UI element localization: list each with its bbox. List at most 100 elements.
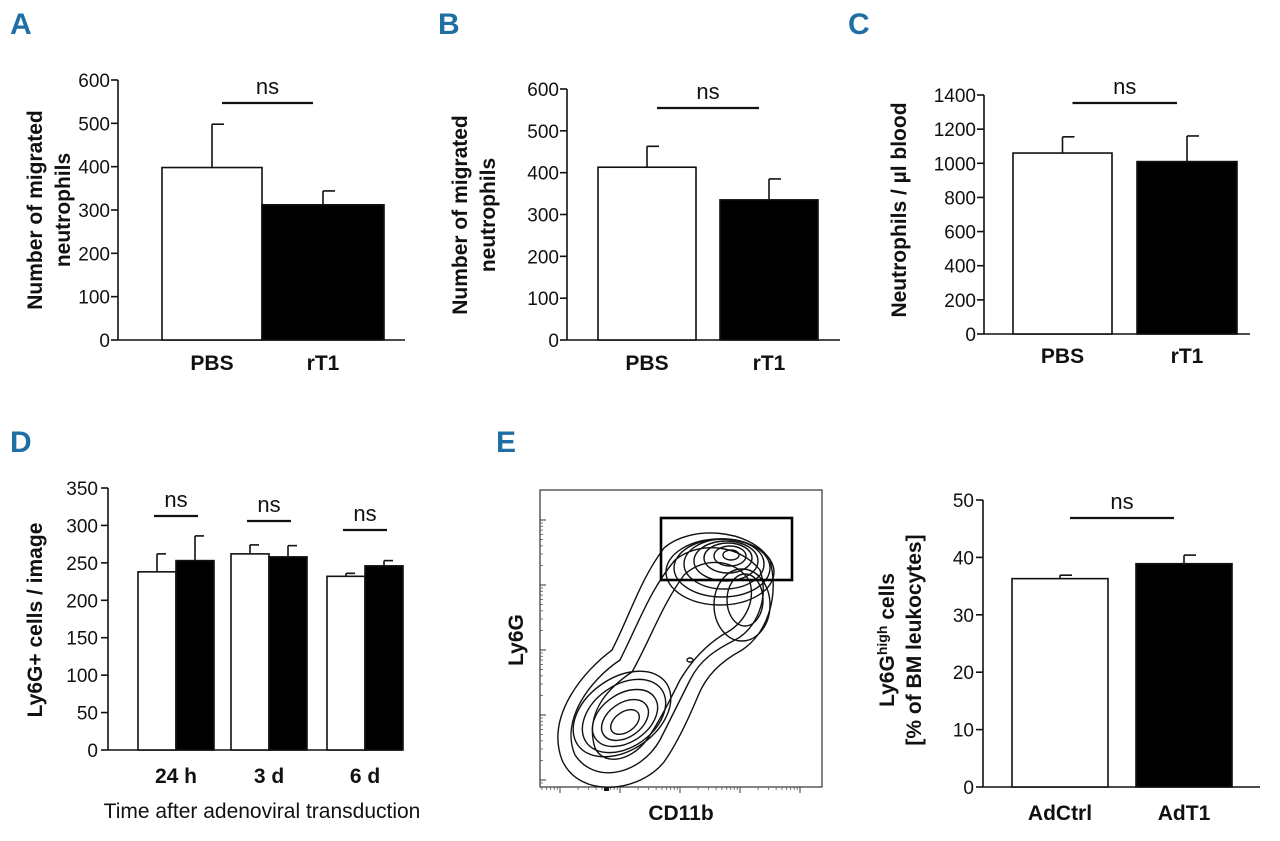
contour-mid-blob [726,573,764,627]
panel-letter-c: C [848,8,870,41]
contour-low-2 [600,698,650,742]
bar-pbs [597,166,697,341]
contour-high-1 [722,549,740,561]
y-tick-label: 0 [548,331,559,352]
panel-letter-d: D [10,426,32,459]
flow-contours [557,532,775,788]
y-axis-label: neutrophils [477,158,500,272]
y-tick-label: 0 [87,741,98,762]
category-label: PBS [190,352,233,375]
y-tick-label: 500 [78,114,110,135]
y-axis-label: Ly6G+ cells / image [24,523,47,718]
y-tick-label: 200 [78,244,110,265]
y-tick-label: 100 [527,289,559,310]
bar-control [137,571,177,751]
significance-label: ns [696,79,719,104]
bar-pbs [1012,152,1113,335]
chart-e-flow-contour: CD11b Ly6G [505,489,823,825]
y-tick-label: 600 [527,80,559,101]
contour-low-5 [572,670,672,758]
category-label: 6 d [350,765,380,788]
y-tick-label: 1400 [934,86,976,107]
flow-x-label: CD11b [648,802,713,825]
significance-label: ns [353,501,376,526]
y-tick-label: 1000 [934,154,976,175]
y-tick-label: 250 [66,554,98,575]
contour-high-7 [665,538,775,606]
significance-label: ns [164,487,187,512]
y-tick-label: 400 [527,164,559,185]
y-tick-label: 400 [78,158,110,179]
y-tick-label: 300 [78,201,110,222]
x-axis-title: Time after adenoviral transduction [104,800,421,823]
contour-bridge-2 [591,561,752,760]
y-tick-label: 200 [944,291,976,312]
bar-t1 [268,556,308,751]
category-label: AdCtrl [1028,802,1092,825]
y-tick-label: 400 [944,257,976,278]
contour-low-1 [609,708,641,736]
y-tick-label: 0 [963,778,974,799]
y-tick-label: 50 [953,491,974,512]
bar-pbs [161,166,263,341]
flow-x-axis-marker [604,787,609,791]
y-tick-label: 1200 [934,120,976,141]
contour-high-2 [713,545,747,567]
bar-adctrl [1011,577,1109,788]
y-axis-label: neutrophils [52,153,75,267]
bar-rt1 [719,199,819,341]
y-tick-label: 0 [965,325,976,346]
category-label: 3 d [254,765,284,788]
bar-control [326,575,366,751]
contour-low-3 [591,688,659,748]
category-label: PBS [1041,345,1084,368]
category-label: PBS [625,352,668,375]
flow-y-label: Ly6G [505,614,528,666]
y-tick-label: 500 [527,122,559,143]
y-tick-label: 200 [66,591,98,612]
panel-letter-e: E [496,426,516,459]
bar-rt1 [261,204,385,341]
bar-t1 [364,565,404,751]
category-label: 24 h [155,765,197,788]
significance-label: ns [1113,74,1136,99]
contour-low-4 [581,678,667,754]
category-label: rT1 [307,352,340,375]
contour-dot [686,657,694,663]
contour-wide [557,532,774,788]
category-label: rT1 [1171,345,1204,368]
y-axis-label: Ly6Ghigh cells [874,573,899,707]
y-tick-label: 100 [66,666,98,687]
bar-control [230,553,270,751]
ly6g-high-gate [659,516,794,582]
y-tick-label: 20 [953,663,974,684]
y-tick-label: 350 [66,479,98,500]
bar-rt1 [1136,160,1238,335]
significance-label: ns [257,492,280,517]
flow-plot-frame [539,489,823,788]
panel-letter-a: A [10,8,32,41]
y-tick-label: 150 [66,629,98,650]
y-tick-label: 40 [953,548,974,569]
y-tick-label: 30 [953,606,974,627]
contour-mid-blob-2 [713,568,771,642]
y-axis-label: Number of migrated [449,115,472,315]
chart-b-migration: 0 100 200 300 400 500 600 PBS rT1 ns Number of mig… [449,79,840,375]
y-tick-label: 600 [944,223,976,244]
y-axis-label: Neutrophils / µl blood [888,102,911,317]
bar-t1 [175,559,215,751]
flow-axis-ticks [540,519,801,793]
chart-d-ly6g-time-course: 0 50 100 150 200 250 300 350 24 h ns 3 d ns 6 d ns Tim… [24,479,420,823]
y-tick-label: 0 [99,331,110,352]
y-tick-label: 200 [527,247,559,268]
y-axis-label: Number of migrated [24,110,47,310]
y-tick-label: 50 [77,704,98,725]
y-axis-label-line2: [% of BM leukocytes] [903,534,926,745]
y-tick-label: 10 [953,721,974,742]
significance-label: ns [256,74,279,99]
chart-a-migration: 0 100 200 300 400 500 600 PBS rT1 ns Number of mig… [24,71,405,375]
chart-e-bar-ly6g-high: 0 10 20 30 40 50 AdCtrl AdT1 ns Ly6Ghigh cells [% … [874,489,1260,825]
bar-adt1 [1135,562,1233,788]
y-tick-label: 100 [78,288,110,309]
